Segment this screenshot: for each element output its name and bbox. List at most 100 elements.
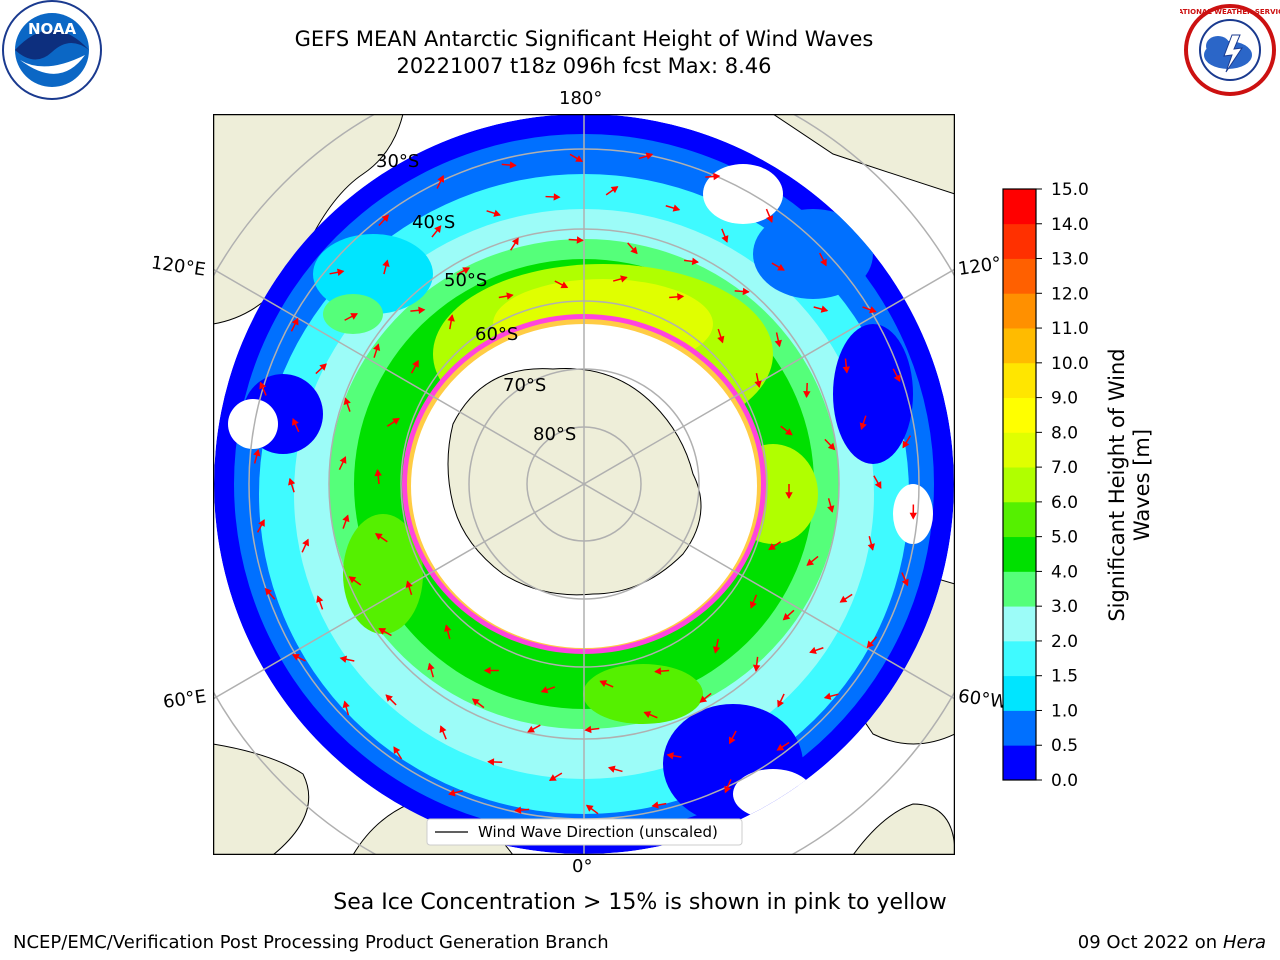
wind-arrow-head xyxy=(742,287,750,296)
colorbar-tick-label: 0.5 xyxy=(1051,736,1078,756)
wind-arrow-head xyxy=(343,397,351,405)
wind-arrow-head xyxy=(859,422,867,430)
wind-arrow-head xyxy=(768,543,776,551)
land-africa-east xyxy=(852,803,955,855)
colorbar-tick-label: 10.0 xyxy=(1051,354,1089,374)
land-australia xyxy=(213,114,404,325)
colorbar-cell xyxy=(1003,606,1036,642)
colorbar-cell xyxy=(1003,675,1036,711)
lon-label-right-upper: 120° xyxy=(956,253,1003,280)
wind-arrow-head xyxy=(412,359,419,368)
wind-arrow-head xyxy=(699,695,708,703)
colorbar-tick-label: 14.0 xyxy=(1051,215,1089,235)
colorbar-tick-label: 7.0 xyxy=(1051,458,1078,478)
colorbar-tick-label: 5.0 xyxy=(1051,528,1078,548)
wind-arrow-head xyxy=(820,258,827,267)
wind-arrow-head xyxy=(585,804,594,812)
wind-arrow-head xyxy=(654,667,662,675)
wind-arrow-head xyxy=(754,380,762,388)
wind-arrow-head xyxy=(302,538,310,547)
wind-arrow-head xyxy=(288,477,296,486)
wind-arrow-head xyxy=(509,161,517,169)
wind-arrow-head xyxy=(437,174,445,183)
wind-arrow-head xyxy=(385,694,393,702)
wind-arrow-head xyxy=(785,428,793,436)
wind-arrow-head xyxy=(527,725,535,733)
wind-arrow-head xyxy=(691,257,700,266)
wind-arrow-head xyxy=(902,440,910,449)
wind-arrow-head xyxy=(607,765,616,773)
colorbar-cell xyxy=(1003,362,1036,398)
wind-arrow-head xyxy=(291,653,300,661)
nws-logo: NATIONAL WEATHER SERVICE xyxy=(1180,4,1280,96)
wind-arrow-head xyxy=(258,519,265,527)
lat-label-30s: 30°S xyxy=(376,151,420,172)
colorbar-cell xyxy=(1003,501,1036,538)
colorbar-cell xyxy=(1003,536,1036,572)
land-madagascar xyxy=(213,743,310,855)
wind-arrow-head xyxy=(511,237,519,246)
wind-arrow-head xyxy=(350,313,358,320)
wind-arrow-head xyxy=(869,306,877,314)
wind-arrow-head xyxy=(782,613,791,621)
wind-arrow-head xyxy=(823,692,832,700)
noaa-logo: NOAA xyxy=(2,0,102,100)
map-frame xyxy=(213,114,955,855)
wind-arrow-head xyxy=(339,655,348,663)
wind-arrow-head xyxy=(337,268,345,276)
wind-arrow-head xyxy=(378,628,387,635)
colorbar-tick-label: 11.0 xyxy=(1051,319,1089,339)
nws-logo-text: NATIONAL WEATHER SERVICE xyxy=(1180,8,1280,16)
colorbar-tick-label: 3.0 xyxy=(1051,597,1078,617)
colorbar-tick-label: 8.0 xyxy=(1051,423,1078,443)
wind-arrow-head xyxy=(342,514,350,523)
wind-arrow-head xyxy=(749,601,757,609)
wind-arrow-head xyxy=(620,275,628,283)
wind-arrow-head xyxy=(348,576,357,584)
colorbar: 0.0 0.5 1.0 1.5 2.0 3.0 4.0 5.0 6.0 7.0 8.0 9.0 10.0… xyxy=(1002,180,1089,791)
wind-arrow-head xyxy=(839,595,848,603)
lon-label-left-upper: 120°E xyxy=(149,252,207,281)
wind-arrow-head xyxy=(393,746,401,755)
lon-label-top: 180° xyxy=(559,88,603,109)
wind-arrow-head xyxy=(291,418,299,426)
wind-arrow-head xyxy=(259,381,267,390)
sea-ice-caption: Sea Ice Concentration > 15% is shown in … xyxy=(333,890,947,915)
legend: Wind Wave Direction (unscaled) xyxy=(426,818,743,846)
wind-arrow-head xyxy=(721,235,729,243)
wind-arrow-head xyxy=(342,700,350,709)
wind-arrow-head xyxy=(713,172,721,181)
footer-credit: NCEP/EMC/Verification Post Processing Pr… xyxy=(13,932,609,953)
wind-arrow-head xyxy=(427,662,435,671)
noaa-logo-text: NOAA xyxy=(28,20,77,38)
wind-arrow-head xyxy=(651,801,659,809)
wind-arrow-head xyxy=(373,343,381,351)
lon-label-bottom: 0° xyxy=(572,856,593,877)
map-subtitle: 20221007 t18z 096h fcst Max: 8.46 xyxy=(396,54,772,78)
lon-label-left-lower: 60°E xyxy=(161,686,208,713)
wind-arrow-head xyxy=(803,391,811,399)
wind-arrow-head xyxy=(319,363,327,371)
wind-arrow-head xyxy=(374,469,382,477)
wind-arrow-head xyxy=(677,293,685,301)
wind-arrow-head xyxy=(506,292,514,300)
map-title: GEFS MEAN Antarctic Significant Height o… xyxy=(294,27,874,51)
colorbar-cell xyxy=(1003,258,1036,294)
wind-arrow-head xyxy=(434,225,442,233)
wind-arrow-head xyxy=(382,259,390,268)
colorbar-tick-label: 1.5 xyxy=(1051,667,1078,687)
wind-arrow-head xyxy=(630,246,638,255)
colorbar-tick-label: 13.0 xyxy=(1051,250,1089,270)
land-north-pacific xyxy=(772,114,955,195)
colorbar-cell xyxy=(1003,328,1036,364)
wind-arrow-head xyxy=(893,374,901,383)
colorbar-cell xyxy=(1003,293,1036,329)
wind-arrow-head xyxy=(874,481,882,489)
wind-arrow-head xyxy=(253,448,261,457)
wind-arrow-head xyxy=(584,725,592,734)
wind-arrow-head xyxy=(752,664,761,672)
colorbar-tick-label: 4.0 xyxy=(1051,562,1078,582)
lat-label-50s: 50°S xyxy=(444,270,488,291)
wind-arrow-head xyxy=(447,314,455,322)
colorbar-tick-label: 6.0 xyxy=(1051,493,1078,513)
